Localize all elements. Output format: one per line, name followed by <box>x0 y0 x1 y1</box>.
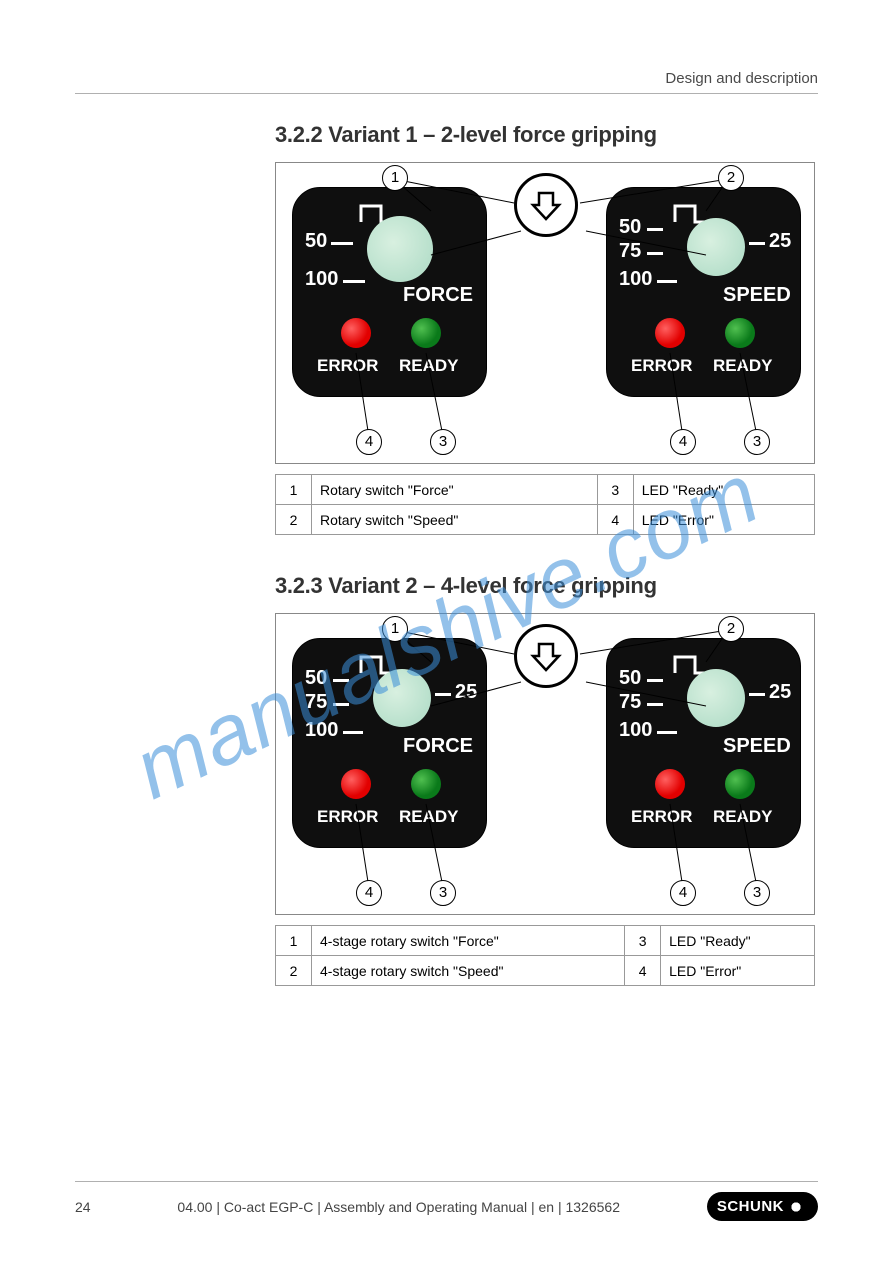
diagram-1: 50 100 FORCE ERROR READY 50 75 100 25 <box>275 162 815 464</box>
footer: 24 04.00 | Co-act EGP-C | Assembly and O… <box>75 1181 818 1221</box>
callout-2: 2 <box>718 165 744 191</box>
header-section-label: Design and description <box>75 70 818 87</box>
callout-lines-2 <box>276 614 816 916</box>
table-row: 2 Rotary switch "Speed" 4 LED "Error" <box>276 505 815 535</box>
callout-4lb: 4 <box>356 880 382 906</box>
header-rule <box>75 93 818 94</box>
table-row: 1 4-stage rotary switch "Force" 3 LED "R… <box>276 926 815 956</box>
page-container: Design and description 3.2.2 Variant 1 –… <box>0 0 893 986</box>
callout-lines-1 <box>276 163 816 465</box>
callout-1: 1 <box>382 165 408 191</box>
legend-table-1: 1 Rotary switch "Force" 3 LED "Ready" 2 … <box>275 474 815 535</box>
callout-4rb: 4 <box>670 880 696 906</box>
schunk-logo: SCHUNK <box>707 1192 818 1221</box>
callout-4l: 4 <box>356 429 382 455</box>
callout-3rb: 3 <box>744 880 770 906</box>
section1-title: 3.2.2 Variant 1 – 2-level force gripping <box>275 122 818 148</box>
callout-3r: 3 <box>744 429 770 455</box>
logo-swirl-icon <box>788 1199 804 1215</box>
page-number: 24 <box>75 1199 91 1215</box>
callout-2b: 2 <box>718 616 744 642</box>
callout-4r: 4 <box>670 429 696 455</box>
doc-id: 04.00 | Co-act EGP-C | Assembly and Oper… <box>91 1199 707 1215</box>
callout-3lb: 3 <box>430 880 456 906</box>
section2-title: 3.2.3 Variant 2 – 4-level force gripping <box>275 573 818 599</box>
table-row: 1 Rotary switch "Force" 3 LED "Ready" <box>276 475 815 505</box>
diagram-2: 50 75 100 25 FORCE ERROR READY 50 75 <box>275 613 815 915</box>
table-row: 2 4-stage rotary switch "Speed" 4 LED "E… <box>276 956 815 986</box>
callout-3l: 3 <box>430 429 456 455</box>
callout-1b: 1 <box>382 616 408 642</box>
legend-table-2: 1 4-stage rotary switch "Force" 3 LED "R… <box>275 925 815 986</box>
section-1: 3.2.2 Variant 1 – 2-level force gripping… <box>275 122 818 986</box>
